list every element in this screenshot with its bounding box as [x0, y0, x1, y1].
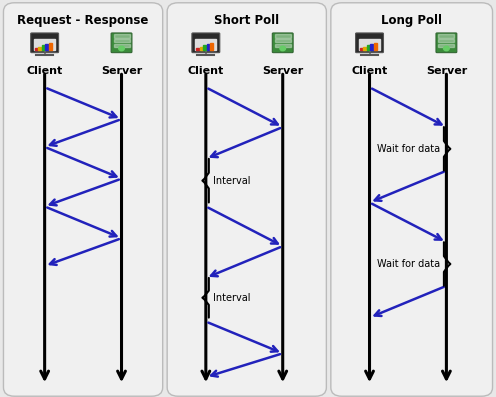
Text: Wait for data: Wait for data	[377, 144, 440, 154]
Bar	[210, 43, 213, 50]
Circle shape	[443, 46, 449, 51]
Bar	[114, 39, 129, 42]
FancyBboxPatch shape	[331, 3, 493, 396]
Bar	[360, 48, 363, 50]
Bar	[34, 39, 55, 50]
Bar	[275, 35, 291, 37]
Bar	[195, 39, 216, 50]
Bar	[367, 45, 370, 50]
Bar	[196, 48, 199, 50]
Bar	[438, 39, 454, 42]
Text: Client: Client	[187, 66, 224, 75]
Bar	[42, 45, 45, 50]
FancyBboxPatch shape	[272, 33, 293, 53]
Text: Client: Client	[26, 66, 63, 75]
FancyBboxPatch shape	[111, 33, 132, 53]
Bar	[114, 44, 129, 47]
Text: Long Poll: Long Poll	[381, 14, 442, 27]
FancyBboxPatch shape	[436, 33, 457, 53]
Bar	[203, 45, 206, 50]
Bar	[114, 35, 129, 37]
Bar	[359, 39, 380, 50]
Bar	[275, 44, 291, 47]
Text: Request - Response: Request - Response	[17, 14, 149, 27]
FancyBboxPatch shape	[3, 3, 163, 396]
Text: Interval: Interval	[213, 175, 250, 186]
Bar	[206, 44, 209, 50]
Text: Server: Server	[101, 66, 142, 75]
Bar	[363, 46, 366, 50]
FancyBboxPatch shape	[167, 3, 326, 396]
Text: Server: Server	[262, 66, 304, 75]
Text: Interval: Interval	[213, 293, 250, 303]
Bar	[275, 39, 291, 42]
Bar	[38, 46, 41, 50]
Bar	[438, 35, 454, 37]
FancyBboxPatch shape	[192, 33, 220, 53]
Circle shape	[119, 46, 124, 51]
Bar	[45, 44, 48, 50]
Circle shape	[280, 46, 286, 51]
Text: Client: Client	[351, 66, 388, 75]
Text: Short Poll: Short Poll	[214, 14, 279, 27]
Bar	[438, 44, 454, 47]
Text: Wait for data: Wait for data	[377, 259, 440, 269]
Bar	[49, 43, 52, 50]
Text: Server: Server	[426, 66, 467, 75]
Bar	[370, 44, 373, 50]
Bar	[199, 46, 202, 50]
Bar	[373, 43, 376, 50]
Bar	[35, 48, 38, 50]
FancyBboxPatch shape	[356, 33, 383, 53]
FancyBboxPatch shape	[31, 33, 59, 53]
